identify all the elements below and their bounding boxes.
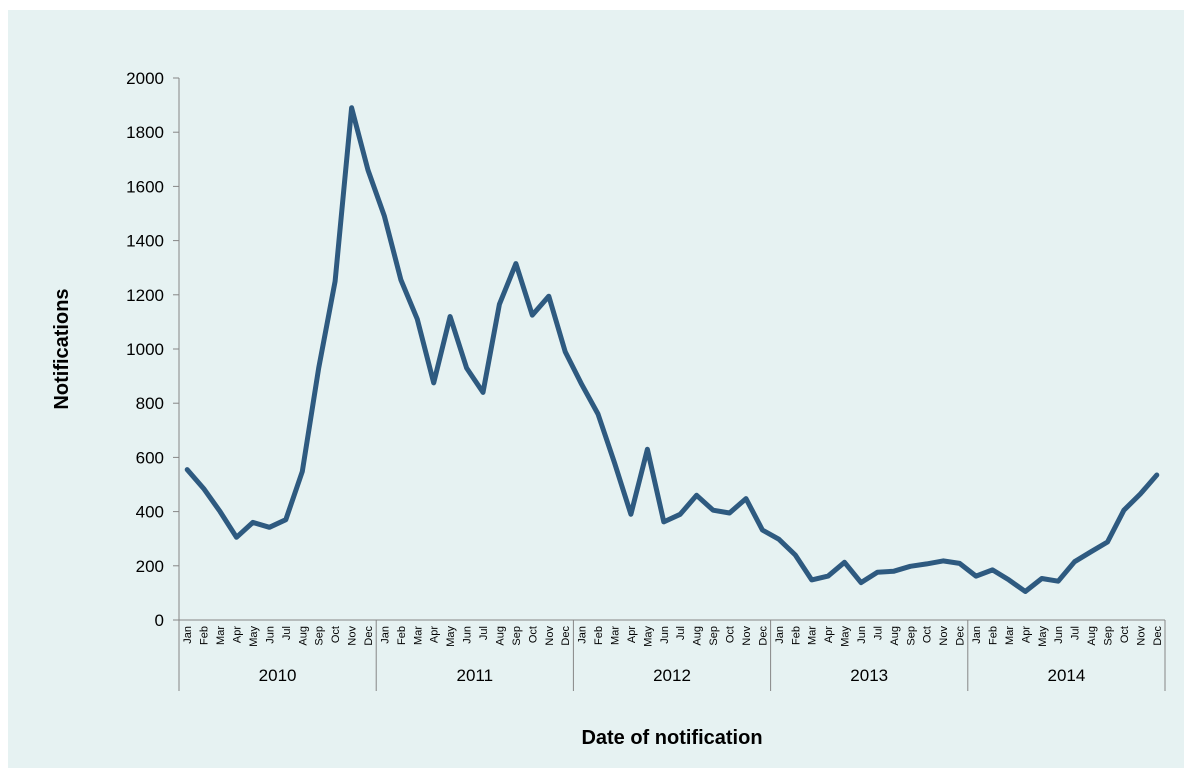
y-tick-label: 800 (136, 394, 164, 413)
chart-area: 0 200 400 600 800 1000 1200 1400 1600 1800 2000 Ja… (8, 10, 1184, 768)
month-tick-label: Nov (544, 626, 556, 646)
month-tick-label: Jun (659, 626, 671, 644)
month-tick-label: Dec (1152, 626, 1164, 646)
month-tick-label: Dec (560, 626, 572, 646)
year-label: 2013 (850, 666, 888, 685)
month-tick-label: Apr (232, 626, 244, 643)
month-tick-label: Oct (922, 626, 934, 643)
month-tick-label: Apr (626, 626, 638, 643)
month-tick-label: Jul (872, 626, 884, 640)
year-label: 2010 (259, 666, 297, 685)
x-axis: Jan Feb Mar Apr May Jun Jul Aug Sep Oct Nov Dec Jan F… (178, 619, 1166, 691)
month-tick-label: Nov (938, 626, 950, 646)
month-tick-label: Sep (708, 626, 720, 646)
month-tick-label: Mar (1004, 626, 1016, 645)
month-tick-label: Mar (609, 626, 621, 645)
month-tick-label: Oct (725, 626, 737, 643)
month-tick-label: Apr (1020, 626, 1032, 643)
y-tick-label: 200 (136, 557, 164, 576)
month-tick-label: Aug (889, 626, 901, 646)
month-tick-label: May (248, 626, 260, 647)
month-tick-label: Feb (396, 626, 408, 645)
month-tick-label: Jun (1053, 626, 1065, 644)
y-tick-label: 1000 (126, 340, 164, 359)
y-tick-label: 1800 (126, 123, 164, 142)
month-tick-label: Mar (215, 626, 227, 645)
month-tick-label: Sep (905, 626, 917, 646)
month-tick-label: May (1037, 626, 1049, 647)
month-tick-label: Jul (281, 626, 293, 640)
y-tick-label: 2000 (126, 69, 164, 88)
month-tick-label: Jul (478, 626, 490, 640)
y-tick-label: 600 (136, 448, 164, 467)
month-tick-label: Oct (330, 626, 342, 643)
month-tick-label: Oct (1119, 626, 1131, 643)
y-tick-label: 400 (136, 503, 164, 522)
y-tick-label: 0 (155, 611, 164, 630)
month-tick-label: Jan (971, 626, 983, 644)
month-tick-label: Aug (297, 626, 309, 646)
month-tick-label: Jan (577, 626, 589, 644)
line-chart: 0 200 400 600 800 1000 1200 1400 1600 1800 2000 Ja… (51, 69, 1166, 749)
y-axis-title: Notifications (51, 288, 73, 409)
series-layer (184, 105, 1160, 594)
month-tick-label: Jun (856, 626, 868, 644)
month-tick-label: Oct (527, 626, 539, 643)
month-tick-label: Dec (955, 626, 967, 646)
month-tick-label: Feb (199, 626, 211, 645)
month-tick-label: Mar (807, 626, 819, 645)
y-tick-label: 1600 (126, 177, 164, 196)
x-axis-title: Date of notification (581, 727, 762, 749)
month-tick-label: Apr (823, 626, 835, 643)
notifications-series-line (184, 105, 1160, 594)
month-tick-label: Nov (1135, 626, 1147, 646)
y-axis: 0 200 400 600 800 1000 1200 1400 1600 1800 2000 (126, 69, 180, 630)
y-tick-label: 1400 (126, 232, 164, 251)
year-label: 2012 (653, 666, 691, 685)
y-tick-label: 1200 (126, 286, 164, 305)
month-tick-label: Aug (1086, 626, 1098, 646)
month-tick-label: Jan (379, 626, 391, 644)
month-tick-label: Dec (363, 626, 375, 646)
month-tick-label: Sep (1102, 626, 1114, 646)
year-label: 2011 (457, 666, 494, 685)
month-tick-label: Jan (774, 626, 786, 644)
month-tick-label: May (642, 626, 654, 647)
month-tick-label: Aug (692, 626, 704, 646)
month-tick-label: May (840, 626, 852, 647)
month-tick-label: May (445, 626, 457, 647)
month-tick-label: Jun (462, 626, 474, 644)
month-tick-label: Nov (741, 626, 753, 646)
month-tick-label: Aug (494, 626, 506, 646)
month-tick-label: Feb (790, 626, 802, 645)
month-tick-label: Jul (675, 626, 687, 640)
month-tick-label: Nov (347, 626, 359, 646)
month-tick-label: Jul (1070, 626, 1082, 640)
month-tick-label: Feb (987, 626, 999, 645)
month-tick-label: Sep (511, 626, 523, 646)
year-label: 2014 (1047, 666, 1085, 685)
month-tick-label: Apr (429, 626, 441, 643)
month-tick-label: Jun (264, 626, 276, 644)
month-tick-label: Sep (314, 626, 326, 646)
month-tick-label: Dec (757, 626, 769, 646)
month-tick-label: Mar (412, 626, 424, 645)
month-tick-label: Feb (593, 626, 605, 645)
month-tick-label: Jan (182, 626, 194, 644)
